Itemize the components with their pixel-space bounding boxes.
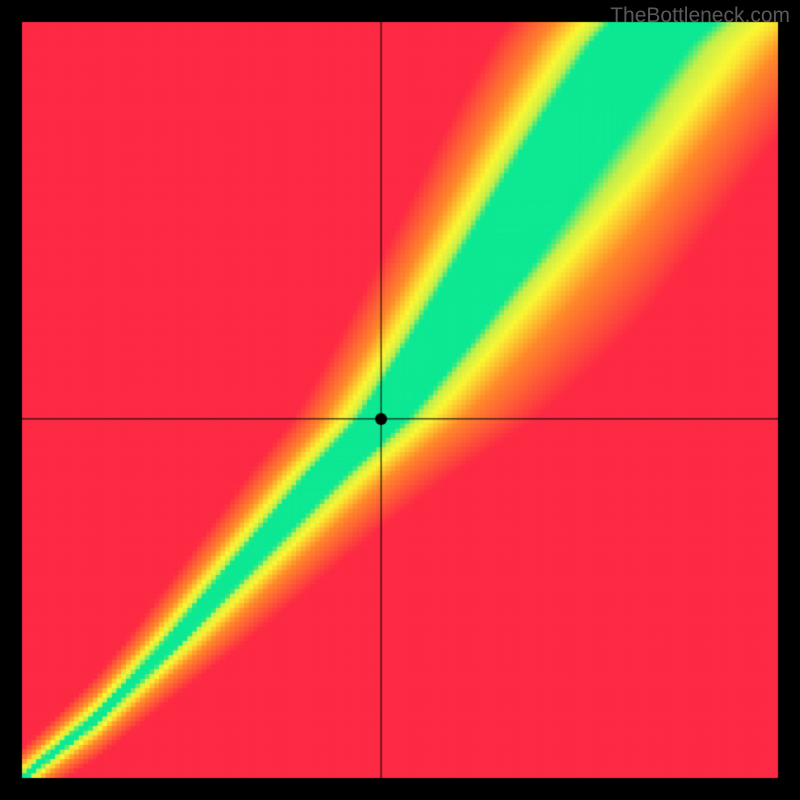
watermark-text: TheBottleneck.com [610,4,790,28]
bottleneck-heatmap [0,0,800,800]
